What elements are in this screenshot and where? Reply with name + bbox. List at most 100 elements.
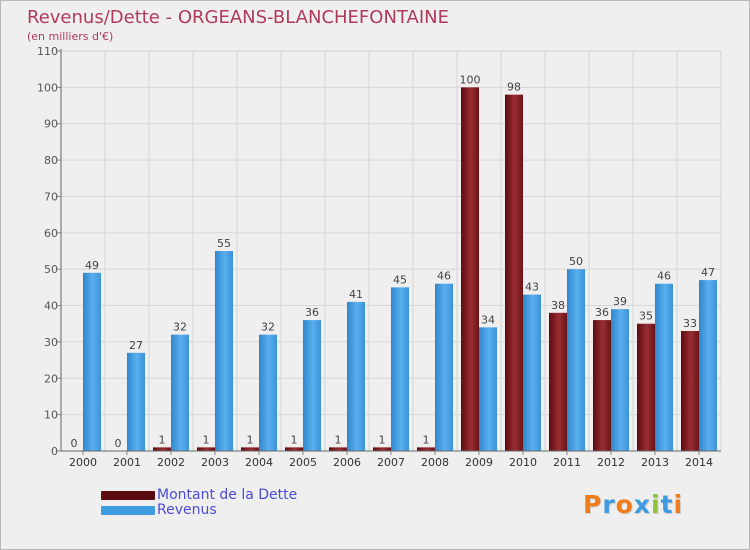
y-tick-label: 100 [37,81,58,94]
x-tick-label: 2005 [289,456,317,469]
data-label-revenus-2013: 46 [657,270,671,283]
data-label-dette-2003: 1 [203,433,210,446]
bar-revenus-2010 [523,294,541,451]
data-label-revenus-2005: 36 [305,306,319,319]
bar-revenus-2011 [567,269,585,451]
y-tick-label: 80 [44,154,58,167]
data-label-revenus-2009: 34 [481,313,495,326]
logo-letter: P [583,490,603,519]
legend-item-revenus: Revenus [101,502,217,518]
bar-dette-2008 [417,447,435,451]
bar-dette-2005 [285,447,303,451]
y-tick-label: 0 [51,445,58,458]
data-label-dette-2009: 100 [460,73,481,86]
bar-revenus-2003 [215,251,233,451]
bar-revenus-2002 [171,334,189,451]
logo-letter: t [660,490,674,519]
x-tick-label: 2006 [333,456,361,469]
legend-swatch-revenus [101,505,155,515]
bar-revenus-2004 [259,334,277,451]
bar-dette-2004 [241,447,259,451]
x-tick-label: 2010 [509,456,537,469]
data-label-revenus-2008: 46 [437,270,451,283]
logo-letter: i [673,490,684,519]
bar-dette-2009 [461,87,479,451]
bar-dette-2002 [153,447,171,451]
x-tick-label: 2008 [421,456,449,469]
data-label-revenus-2011: 50 [569,255,583,268]
data-label-dette-2007: 1 [379,433,386,446]
bar-dette-2014 [681,331,699,451]
data-label-revenus-2012: 39 [613,295,627,308]
y-tick-label: 60 [44,227,58,240]
x-tick-label: 2001 [113,456,141,469]
bar-dette-2013 [637,323,655,451]
data-label-dette-2013: 35 [639,310,653,323]
data-label-dette-2012: 36 [595,306,609,319]
data-label-revenus-2006: 41 [349,288,363,301]
bar-revenus-2005 [303,320,321,451]
bar-revenus-2014 [699,280,717,451]
bar-revenus-2013 [655,283,673,451]
x-tick-label: 2007 [377,456,405,469]
data-label-dette-2001: 0 [115,437,122,450]
x-tick-label: 2002 [157,456,185,469]
legend-label-revenus: Revenus [157,502,217,518]
logo-letter: x [633,490,651,519]
data-label-revenus-2003: 55 [217,237,231,250]
bar-dette-2011 [549,312,567,451]
bar-revenus-2001 [127,352,145,451]
logo-letter: i [651,490,661,519]
y-tick-label: 90 [44,118,58,131]
y-tick-label: 40 [44,300,58,313]
y-tick-label: 50 [44,263,58,276]
x-tick-label: 2011 [553,456,581,469]
x-tick-label: 2014 [685,456,713,469]
legend-item-dette: Montant de la Dette [101,487,297,503]
y-tick-label: 70 [44,190,58,203]
data-label-dette-2000: 0 [71,437,78,450]
bar-revenus-2012 [611,309,629,451]
logo-letter: o [615,490,634,519]
data-label-dette-2004: 1 [247,433,254,446]
bar-dette-2003 [197,447,215,451]
x-tick-label: 2012 [597,456,625,469]
data-label-revenus-2014: 47 [701,266,715,279]
bar-revenus-2000 [83,272,101,451]
data-label-dette-2005: 1 [291,433,298,446]
bar-dette-2006 [329,447,347,451]
data-label-dette-2014: 33 [683,317,697,330]
proxiti-logo: Proxiti [583,490,683,519]
logo-letter: r [602,490,616,519]
y-tick-label: 20 [44,372,58,385]
bar-revenus-2009 [479,327,497,451]
data-label-revenus-2001: 27 [129,339,143,352]
chart-title: Revenus/Dette - ORGEANS-BLANCHEFONTAINE [27,7,449,28]
chart-subtitle: (en milliers d'€) [27,30,114,43]
y-tick-label: 30 [44,336,58,349]
y-tick-label: 10 [44,409,58,422]
data-label-revenus-2002: 32 [173,321,187,334]
data-label-revenus-2010: 43 [525,281,539,294]
x-tick-label: 2004 [245,456,273,469]
data-label-dette-2002: 1 [159,433,166,446]
bar-revenus-2008 [435,283,453,451]
x-tick-label: 2000 [69,456,97,469]
legend-label-dette: Montant de la Dette [157,487,298,503]
y-tick-label: 110 [37,45,58,58]
bar-dette-2012 [593,320,611,451]
x-tick-label: 2003 [201,456,229,469]
data-label-dette-2010: 98 [507,81,521,94]
data-label-dette-2008: 1 [423,433,430,446]
bar-revenus-2007 [391,287,409,451]
data-label-dette-2006: 1 [335,433,342,446]
bar-dette-2010 [505,94,523,452]
data-label-revenus-2000: 49 [85,259,99,272]
data-label-revenus-2004: 32 [261,321,275,334]
legend-swatch-dette [101,490,155,500]
data-label-revenus-2007: 45 [393,273,407,286]
x-tick-label: 2013 [641,456,669,469]
bar-revenus-2006 [347,301,365,451]
